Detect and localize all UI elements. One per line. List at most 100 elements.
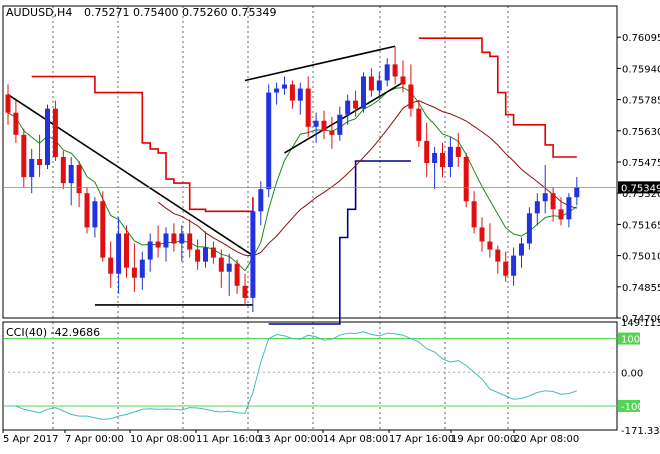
candle-body (376, 80, 382, 91)
time-tick-label: 11 Apr 16:00 (196, 434, 261, 445)
candle (100, 191, 106, 262)
symbol-label: AUDUSD,H4 (6, 6, 72, 19)
candle-body (187, 233, 193, 250)
price-tick-label: 0.75165 (622, 220, 660, 231)
candle (503, 251, 509, 282)
candle-body (495, 249, 501, 262)
candle (542, 165, 548, 214)
time-tick-label: 20 Apr 08:00 (514, 434, 579, 445)
candle (250, 205, 256, 312)
candle-body (511, 255, 517, 276)
candle-body (29, 158, 35, 178)
candle (187, 219, 193, 258)
candle-body (503, 261, 509, 276)
trendline (284, 81, 404, 154)
candle (45, 104, 50, 170)
candle-body (550, 193, 556, 210)
price-axis: 0.76095 0.75940 0.75785 0.75630 0.75475 0.753… (3, 33, 660, 325)
candle-body (108, 257, 114, 274)
candle-body (297, 88, 303, 101)
candle (226, 253, 232, 296)
candle (463, 152, 469, 208)
candle (116, 217, 122, 294)
candle (329, 116, 335, 149)
candle (266, 84, 272, 198)
time-tick-label: 13 Apr 00:00 (258, 434, 323, 445)
candle-body (68, 165, 74, 184)
candle-body (171, 233, 177, 244)
candle (353, 90, 359, 117)
candle (60, 150, 66, 190)
candle (13, 100, 19, 143)
time-tick-label: 14 Apr 08:00 (323, 434, 388, 445)
candle-body (305, 88, 311, 127)
candle (21, 128, 27, 188)
candle-body (566, 197, 572, 220)
price-tick-label: 0.76095 (622, 33, 660, 44)
candle (179, 225, 185, 262)
candle-body (92, 201, 98, 228)
candle (487, 223, 493, 258)
candle (392, 46, 398, 85)
candle-body (534, 201, 540, 214)
candle (376, 72, 382, 99)
candle-body (463, 156, 469, 202)
candle-body (163, 233, 169, 248)
candle (321, 110, 327, 139)
candle-body (131, 267, 137, 278)
candle (234, 259, 240, 294)
cci-level-badge (618, 399, 640, 412)
candle (566, 193, 572, 228)
candle-body (139, 259, 145, 278)
candle-body (353, 100, 359, 109)
time-tick-label: 10 Apr 08:00 (130, 434, 195, 445)
candle-body (218, 257, 224, 272)
trendline (244, 45, 396, 82)
candle (495, 245, 501, 274)
candle-body (155, 241, 161, 248)
candle-body (282, 84, 287, 89)
candle-body (84, 193, 90, 228)
candle-body (361, 76, 366, 109)
candle (124, 225, 129, 278)
candle-body (487, 241, 493, 250)
candle (337, 106, 343, 141)
time-tick-label: 5 Apr 2017 (3, 434, 58, 445)
candle-body (76, 165, 82, 194)
candle (5, 84, 11, 125)
cci-axis: 149.1132 100 0.00 -100 -171.334 (618, 318, 660, 437)
candle (447, 136, 453, 178)
candle (218, 249, 224, 288)
candle-body (416, 108, 422, 141)
candle-body (329, 130, 335, 135)
candle-body (203, 247, 208, 262)
candle (155, 225, 161, 258)
candle-body (210, 247, 216, 258)
candle (408, 64, 414, 117)
candle (147, 233, 153, 272)
price-tick-label: 0.75475 (622, 158, 660, 169)
candle (550, 187, 556, 222)
candle (432, 146, 438, 190)
candle-body (37, 158, 43, 166)
candle-body (440, 152, 445, 168)
time-axis: 5 Apr 2017 7 Apr 00:00 10 Apr 08:00 11 Apr … (2, 430, 579, 445)
time-tick-label: 7 Apr 00:00 (65, 434, 124, 445)
candle-body (368, 76, 374, 91)
candle-body (526, 213, 532, 244)
candle-body (384, 64, 390, 81)
candle-body (337, 114, 343, 135)
candle (29, 148, 35, 194)
candle-body (258, 189, 264, 212)
candle (479, 217, 485, 252)
candle-body (345, 100, 351, 115)
candle (574, 177, 580, 206)
candle-body (274, 88, 280, 93)
ohlc-label: 0.75271 0.75400 0.75260 0.75349 (84, 6, 276, 19)
candle (519, 237, 524, 268)
candle-body (321, 120, 327, 131)
candle (297, 82, 303, 115)
candle-body (542, 193, 548, 202)
